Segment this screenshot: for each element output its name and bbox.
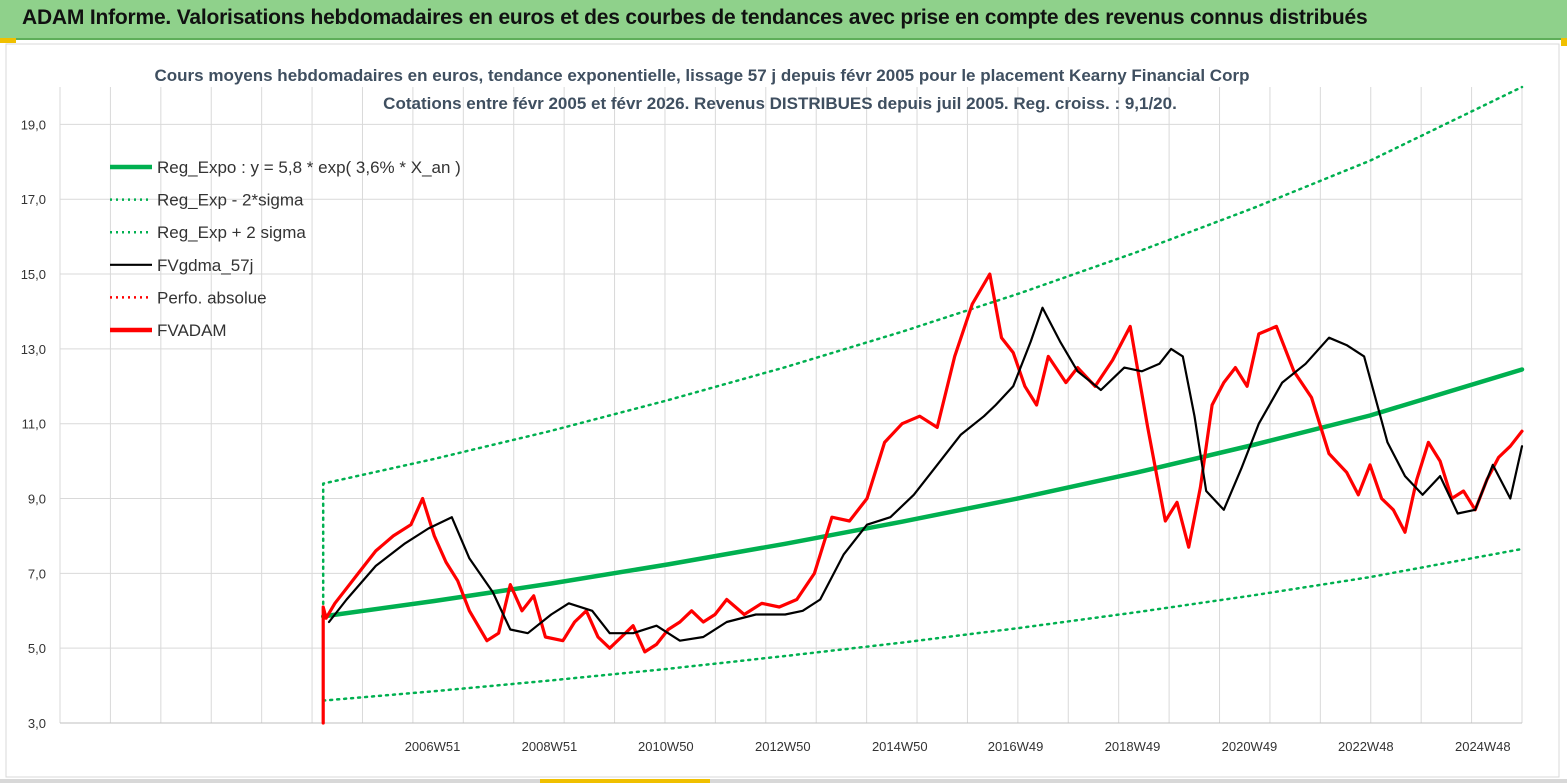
- bottom-sheet-tab-accent: [540, 779, 710, 783]
- chart-title-line-1: Cours moyens hebdomadaires en euros, ten…: [155, 66, 1250, 85]
- y-tick-label: 5,0: [28, 641, 46, 656]
- chart-title-line-2: Cotations entre févr 2005 et févr 2026. …: [383, 94, 1177, 113]
- y-tick-label: 19,0: [21, 117, 46, 132]
- x-tick-label: 2008W51: [522, 739, 578, 754]
- y-tick-label: 3,0: [28, 716, 46, 731]
- x-tick-label: 2018W49: [1105, 739, 1161, 754]
- y-tick-label: 11,0: [22, 417, 46, 432]
- x-tick-label: 2020W49: [1222, 739, 1278, 754]
- series-line-5: [321, 272, 1524, 725]
- legend-label: Perfo. absolue: [157, 288, 267, 307]
- y-tick-label: 15,0: [21, 267, 46, 282]
- bottom-sheet-strip: [0, 779, 1567, 783]
- legend-label: FVgdma_57j: [157, 256, 253, 275]
- x-tick-label: 2024W48: [1455, 739, 1511, 754]
- x-tick-label: 2006W51: [405, 739, 461, 754]
- legend-label: Reg_Exp + 2 sigma: [157, 223, 306, 242]
- report-title: ADAM Informe. Valorisations hebdomadaire…: [22, 6, 1368, 29]
- banner-corner-accent-right: [1561, 38, 1567, 46]
- y-tick-label: 13,0: [21, 342, 46, 357]
- grid: [59, 87, 1523, 724]
- legend: Reg_Expo : y = 5,8 * exp( 3,6% * X_an ) R…: [110, 158, 461, 340]
- report-banner: ADAM Informe. Valorisations hebdomadaire…: [0, 0, 1567, 40]
- legend-label: Reg_Exp - 2*sigma: [157, 191, 304, 210]
- banner-corner-accent-left: [0, 38, 16, 43]
- legend-label: Reg_Expo : y = 5,8 * exp( 3,6% * X_an ): [157, 158, 461, 177]
- series-layer: [320, 85, 1525, 725]
- y-tick-label: 9,0: [28, 492, 46, 507]
- x-tick-label: 2016W49: [988, 739, 1044, 754]
- x-tick-label: 2014W50: [872, 739, 928, 754]
- chart-border: [5, 43, 1560, 778]
- y-tick-label: 17,0: [21, 192, 46, 207]
- series-line-1: [321, 547, 1524, 702]
- series-line-2: [321, 85, 1524, 613]
- x-tick-label: 2010W50: [638, 739, 694, 754]
- axis-labels: 3,0 5,0 7,0 9,0 11,0 13,0 15,0 17,0 19,0 2006W51 2…: [21, 117, 1511, 754]
- x-tick-label: 2022W48: [1338, 739, 1394, 754]
- y-tick-label: 7,0: [28, 566, 46, 581]
- legend-label: FVADAM: [157, 321, 227, 340]
- series-line-3: [327, 306, 1524, 642]
- x-tick-label: 2012W50: [755, 739, 811, 754]
